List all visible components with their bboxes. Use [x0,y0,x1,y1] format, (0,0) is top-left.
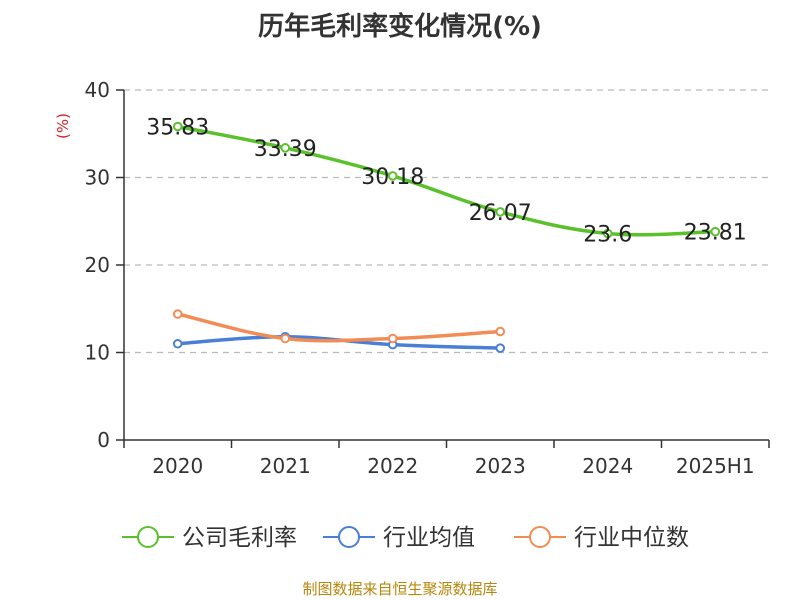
footer-source: 制图数据来自恒生聚源数据库 [302,580,498,598]
data-label: 23.81 [684,221,747,246]
legend-item: 公司毛利率 [122,525,297,551]
data-label: 23.6 [583,223,632,248]
y-tick-label: 0 [97,428,110,452]
data-label: 35.83 [146,115,209,140]
data-point [280,333,291,344]
x-tick-label: 2021 [260,454,311,478]
legend-item: 行业均值 [323,525,475,551]
data-point [387,171,398,181]
data-label: 26.07 [469,201,532,226]
legend-marker [137,526,159,548]
data-point [172,309,183,319]
series-lines [172,121,721,353]
y-tick-label: 40 [85,78,110,102]
x-tick-label: 2025H1 [676,454,755,478]
data-point [710,226,721,237]
data-point [495,343,506,353]
axes: 0 10 20 30 40 2020 2021 2022 2023 2024 2025H1 [85,78,770,478]
y-tick-label: 30 [85,166,110,190]
grid-lines [124,89,769,354]
x-tick-label: 2022 [367,454,418,478]
data-point [172,338,183,349]
data-label: 30.18 [361,165,424,190]
data-point [280,143,291,153]
y-tick-label: 10 [85,341,110,365]
series-line-行业均值 [176,334,502,350]
series-line-行业中位数 [176,312,502,343]
legend-marker [338,526,360,548]
x-tick-label: 2024 [582,454,633,478]
legend-item: 行业中位数 [514,525,689,551]
x-tick-label: 2023 [475,454,526,478]
y-tick-label: 20 [85,253,110,277]
legend-marker [529,526,551,548]
data-point [172,121,183,132]
data-point [495,326,506,337]
data-label: 33.39 [254,137,317,162]
legend-label: 行业中位数 [574,525,689,551]
data-labels: 35.83 33.39 30.18 26.07 23.6 23.81 [146,115,746,247]
legend-label: 行业均值 [383,525,475,551]
y-axis-unit: (%) [54,113,72,139]
chart-title: 历年毛利率变化情况(%) [258,12,542,42]
legend: 公司毛利率 行业均值 行业中位数 [122,525,689,551]
series-line-公司毛利率 [176,124,717,237]
x-tick-label: 2020 [152,454,203,478]
data-point [602,228,613,239]
data-point [495,207,506,217]
data-point [387,333,398,344]
legend-label: 公司毛利率 [182,525,297,551]
